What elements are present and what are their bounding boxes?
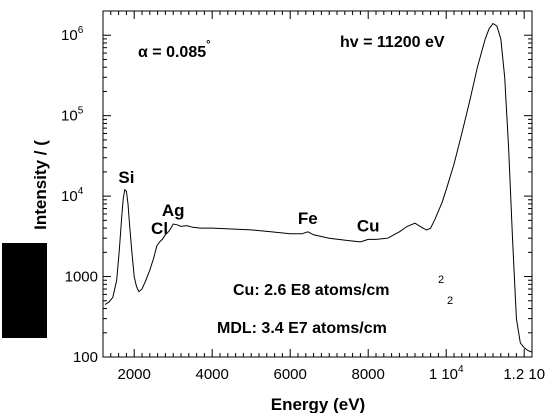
y-axis-ticks: 100 1000 104 105 106 — [61, 10, 532, 366]
peak-label-si: Si — [118, 168, 134, 187]
x-tick-label: 4000 — [196, 366, 229, 383]
x-tick-label: 2000 — [118, 366, 151, 383]
x-tick-label: 8000 — [352, 366, 385, 383]
cu-annotation: Cu: 2.6 E8 atoms/cm — [233, 282, 390, 299]
peak-label-cu: Cu — [357, 216, 380, 235]
y-tick-label: 100 — [73, 349, 98, 366]
peak-label-cl: Cl — [151, 219, 168, 238]
x-tick-label: 1.2 10 — [503, 366, 545, 383]
x-tick-label: 6000 — [274, 366, 307, 383]
x-axis-ticks: 2000 4000 6000 8000 1 104 1.2 10 — [110, 11, 545, 383]
energy-annotation: hv = 11200 eV — [340, 34, 445, 51]
y-tick-label: 104 — [61, 186, 84, 205]
y-tick-label: 106 — [61, 25, 84, 44]
alpha-annotation: α = 0.085° — [138, 39, 211, 61]
plot-frame — [102, 10, 533, 358]
peak-label-ag: Ag — [162, 201, 185, 220]
spectrum-line — [104, 22, 533, 353]
y-axis-title: Intensity / ( — [31, 140, 50, 230]
mdl-annotation: MDL: 3.4 E7 atoms/cm — [217, 320, 387, 337]
cu-annotation-superscript: 2 — [438, 274, 444, 286]
peak-label-fe: Fe — [298, 209, 318, 228]
x-axis-title: Energy (eV) — [271, 395, 365, 413]
y-tick-label: 105 — [61, 106, 84, 125]
y-tick-label: 1000 — [65, 269, 98, 286]
x-tick-label: 1 104 — [429, 364, 464, 383]
mdl-annotation-superscript: 2 — [447, 295, 453, 307]
redaction-block — [2, 243, 47, 338]
